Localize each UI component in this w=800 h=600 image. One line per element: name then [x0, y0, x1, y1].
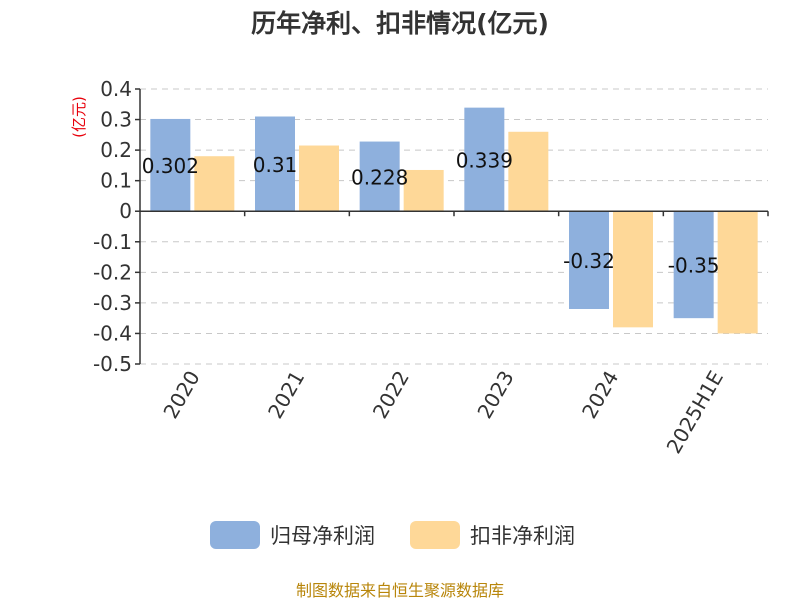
bar-parent-net-profit — [673, 211, 714, 319]
data-labels: 0.302 0.31 0.228 0.339 -0.32 -0.35 — [142, 148, 720, 277]
y-tick-label: -0.4 — [93, 321, 132, 345]
x-tick-label: 2024 — [577, 367, 623, 423]
y-tick-label: -0.3 — [93, 291, 132, 315]
bar-parent-net-profit — [569, 211, 609, 309]
bars — [150, 107, 758, 334]
chart-title: 历年净利、扣非情况(亿元) — [251, 9, 549, 38]
y-axis-unit-label: (亿元) — [70, 96, 88, 138]
bar-parent-net-profit — [359, 141, 400, 212]
data-label: -0.32 — [563, 249, 615, 273]
bar-parent-net-profit — [150, 118, 191, 212]
legend-label-parent-net-profit: 归母净利润 — [270, 524, 375, 548]
y-tick-label: -0.5 — [93, 352, 132, 376]
bar-parent-net-profit — [464, 107, 505, 212]
data-label: 0.302 — [142, 154, 199, 178]
data-source-note: 制图数据来自恒生聚源数据库 — [296, 581, 504, 600]
y-tick-label: 0.2 — [100, 138, 132, 162]
y-tick-label: -0.1 — [93, 230, 132, 254]
legend-swatch-parent-net-profit — [210, 521, 260, 549]
grid-lines — [140, 88, 768, 365]
bar-parent-net-profit — [255, 116, 295, 212]
y-tick-label: 0.1 — [100, 169, 132, 193]
bar-deducted-net-profit — [717, 211, 758, 334]
bar-deducted-net-profit — [194, 156, 235, 212]
y-tick-label: 0 — [119, 199, 132, 223]
y-tick-label: 0.3 — [100, 108, 132, 132]
bar-deducted-net-profit — [508, 131, 549, 212]
x-tick-label: 2022 — [368, 367, 414, 423]
axes: 0.4 0.3 0.2 0.1 0 -0.1 -0.2 -0.3 -0.4 -0.5 2020 202… — [93, 77, 769, 458]
y-tick-label: -0.2 — [93, 260, 132, 284]
data-label: 0.339 — [456, 148, 513, 172]
legend: 归母净利润 扣非净利润 — [210, 521, 575, 549]
data-label: 0.31 — [253, 153, 298, 177]
x-tick-label: 2020 — [158, 367, 204, 423]
x-tick-label: 2021 — [263, 367, 309, 423]
bar-deducted-net-profit — [299, 145, 339, 212]
legend-swatch-deducted-net-profit — [410, 521, 460, 549]
data-label: 0.228 — [351, 165, 408, 189]
data-label: -0.35 — [668, 254, 720, 278]
bar-deducted-net-profit — [613, 211, 653, 328]
legend-label-deducted-net-profit: 扣非净利润 — [470, 524, 575, 548]
y-tick-label: 0.4 — [100, 77, 132, 101]
bar-deducted-net-profit — [403, 169, 444, 212]
x-tick-label: 2023 — [472, 367, 518, 423]
x-tick-label: 2025H1E — [662, 367, 728, 458]
